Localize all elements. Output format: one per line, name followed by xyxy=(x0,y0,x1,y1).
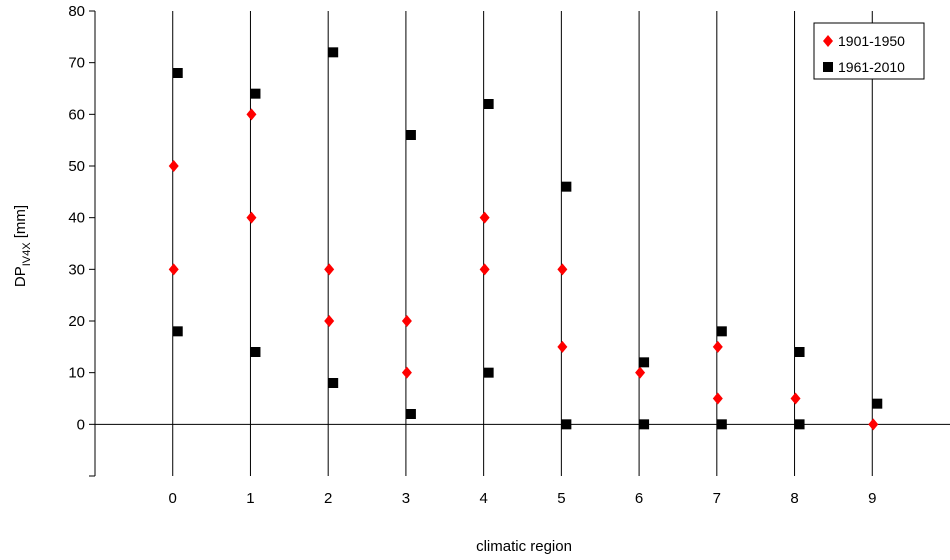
data-point-square xyxy=(250,347,261,357)
legend-marker xyxy=(823,62,833,72)
y-axis-label-main: DP xyxy=(12,266,29,287)
data-point-square xyxy=(328,47,339,58)
data-point-diamond xyxy=(712,392,723,405)
y-tick-label: 0 xyxy=(77,416,85,433)
x-tick-label: 8 xyxy=(790,490,798,507)
data-point-square xyxy=(561,419,572,430)
y-tick-label: 40 xyxy=(68,210,85,227)
data-points xyxy=(168,47,883,431)
data-point-square xyxy=(250,88,261,99)
x-tick-label: 6 xyxy=(635,490,643,507)
data-point-square xyxy=(405,409,416,419)
y-tick-label: 20 xyxy=(68,313,85,330)
data-point-square xyxy=(172,326,183,337)
data-point-square xyxy=(794,419,805,430)
data-point-square xyxy=(483,367,494,378)
y-tick-label: 50 xyxy=(68,158,85,175)
data-point-diamond xyxy=(557,263,568,276)
data-point-square xyxy=(639,357,650,368)
data-point-diamond xyxy=(479,211,490,224)
y-tick-label: 30 xyxy=(68,261,85,278)
data-point-square xyxy=(405,130,416,140)
data-point-diamond xyxy=(401,366,412,379)
legend-marker xyxy=(823,35,833,47)
data-point-diamond xyxy=(324,263,335,276)
data-point-square xyxy=(328,378,339,388)
x-tick-label: 2 xyxy=(324,490,332,507)
data-point-square xyxy=(172,68,183,78)
axes: 0 10 20 30 40 50 60 70 80 0 1 2 3 4 5 6 7 8 9 xyxy=(68,3,876,507)
y-axis-label: DPIV4X [mm] xyxy=(12,205,33,287)
legend-label: 1961-2010 xyxy=(838,59,905,75)
data-point-square xyxy=(716,419,727,430)
data-point-square xyxy=(794,347,805,357)
legend-label: 1901-1950 xyxy=(838,33,905,49)
data-point-diamond xyxy=(324,315,335,327)
x-axis-label: climatic region xyxy=(476,538,572,555)
data-point-diamond xyxy=(246,211,257,224)
legend: 1901-1950 1961-2010 xyxy=(813,22,925,80)
data-point-diamond xyxy=(168,160,179,172)
data-point-square xyxy=(872,398,883,409)
x-tick-label: 9 xyxy=(868,490,876,507)
x-tick-label: 3 xyxy=(402,490,410,507)
y-tick-label: 10 xyxy=(68,365,85,382)
data-point-diamond xyxy=(401,315,412,327)
y-tick-label: 60 xyxy=(68,106,85,123)
x-tick-label: 1 xyxy=(246,490,254,507)
x-tick-label: 0 xyxy=(169,490,177,507)
data-point-diamond xyxy=(712,340,723,353)
data-point-diamond xyxy=(479,263,490,276)
data-point-diamond xyxy=(168,263,179,276)
data-point-diamond xyxy=(557,340,568,353)
y-axis-label-sub: IV4X xyxy=(21,242,33,267)
x-tick-label: 7 xyxy=(713,490,721,507)
x-tick-label: 5 xyxy=(557,490,565,507)
data-point-square xyxy=(639,419,650,430)
y-axis-label-unit: [mm] xyxy=(12,205,29,243)
data-point-diamond xyxy=(790,392,801,405)
x-tick-label: 4 xyxy=(479,490,487,507)
data-point-square xyxy=(716,326,727,337)
grid xyxy=(95,11,950,476)
data-point-square xyxy=(483,99,494,109)
data-point-diamond xyxy=(246,108,257,121)
data-point-diamond xyxy=(868,418,879,431)
y-tick-label: 80 xyxy=(68,3,85,20)
data-point-diamond xyxy=(635,366,646,379)
data-point-square xyxy=(561,181,572,192)
y-tick-label: 70 xyxy=(68,55,85,72)
